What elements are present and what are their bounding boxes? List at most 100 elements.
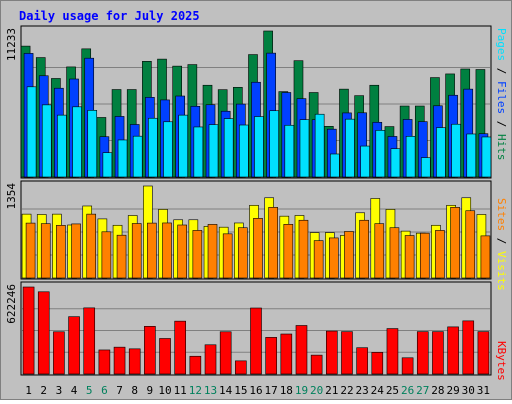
bar-pages-19 bbox=[299, 119, 310, 178]
bar-kbytes-4 bbox=[68, 316, 80, 375]
bar-kbytes-10 bbox=[159, 338, 171, 375]
bar-kbytes-28 bbox=[432, 331, 444, 375]
x-axis-labels: 1 2 3 4 5 6 7 8 9 10 11 12 13 14 15 16 17 18 19 20 21 22 23 24 2… bbox=[25, 384, 490, 397]
y-max-label: 1354 bbox=[5, 183, 18, 210]
x-tick-label: 24 bbox=[371, 384, 385, 397]
x-tick-label: 5 bbox=[86, 384, 93, 397]
bar-pages-4 bbox=[72, 106, 82, 178]
bar-sites-12 bbox=[192, 230, 203, 279]
bar-pages-23 bbox=[360, 145, 370, 178]
bar-sites-15 bbox=[238, 227, 248, 279]
bar-kbytes-3 bbox=[53, 331, 65, 375]
bar-sites-5 bbox=[86, 213, 97, 279]
bar-sites-17 bbox=[268, 207, 278, 279]
x-tick-label: 30 bbox=[462, 384, 475, 397]
bar-kbytes-9 bbox=[144, 326, 156, 375]
x-tick-label: 8 bbox=[131, 384, 138, 397]
bar-kbytes-17 bbox=[265, 337, 277, 375]
x-tick-label: 3 bbox=[56, 384, 63, 397]
bar-pages-18 bbox=[284, 124, 295, 178]
bar-kbytes-12 bbox=[189, 355, 202, 375]
x-tick-label: 20 bbox=[310, 384, 323, 397]
bar-kbytes-1 bbox=[22, 286, 35, 375]
chart-title: Daily usage for July 2025 bbox=[19, 9, 200, 23]
x-tick-label: 6 bbox=[101, 384, 108, 397]
series-sites bbox=[25, 207, 491, 279]
bar-sites-7 bbox=[116, 234, 127, 279]
bar-kbytes-15 bbox=[235, 360, 247, 375]
bar-kbytes-31 bbox=[477, 331, 490, 375]
panel-kbytes: 622246 bbox=[5, 281, 492, 376]
bar-sites-16 bbox=[253, 218, 263, 279]
bar-sites-20 bbox=[313, 240, 324, 279]
bar-kbytes-16 bbox=[250, 307, 262, 375]
bar-sites-29 bbox=[450, 207, 460, 279]
bar-kbytes-6 bbox=[98, 349, 111, 375]
x-tick-label: 7 bbox=[116, 384, 123, 397]
x-tick-label: 21 bbox=[325, 384, 338, 397]
bar-kbytes-24 bbox=[371, 352, 384, 375]
legend-label: Pages / Files / Hits bbox=[495, 28, 508, 161]
panel-visits-sites: 1354 bbox=[5, 180, 492, 280]
bar-pages-1 bbox=[26, 86, 37, 178]
bar-sites-30 bbox=[465, 210, 476, 279]
bar-sites-1 bbox=[25, 222, 36, 279]
bar-kbytes-7 bbox=[113, 346, 126, 375]
bar-kbytes-13 bbox=[204, 344, 217, 375]
bar-sites-3 bbox=[56, 225, 66, 279]
bar-pages-13 bbox=[208, 124, 219, 178]
x-tick-label: 16 bbox=[249, 384, 262, 397]
x-tick-label: 29 bbox=[446, 384, 459, 397]
bar-pages-6 bbox=[102, 152, 113, 178]
x-tick-label: 27 bbox=[416, 384, 429, 397]
bar-kbytes-21 bbox=[326, 330, 338, 375]
bar-sites-26 bbox=[404, 235, 415, 279]
x-tick-label: 14 bbox=[219, 384, 233, 397]
bar-kbytes-5 bbox=[83, 307, 96, 375]
legend-hits: Hits bbox=[495, 134, 508, 161]
legend-sites: Sites bbox=[495, 198, 508, 231]
bar-pages-9 bbox=[148, 117, 158, 178]
x-tick-label: 18 bbox=[280, 384, 293, 397]
bar-pages-12 bbox=[193, 126, 204, 178]
x-tick-label: 17 bbox=[265, 384, 278, 397]
bar-sites-25 bbox=[389, 227, 400, 279]
right-legend: Pages / Files / Hits Sites / Visits KBytes bbox=[495, 28, 508, 381]
x-tick-label: 10 bbox=[158, 384, 171, 397]
bar-sites-2 bbox=[40, 223, 51, 279]
x-tick-label: 11 bbox=[174, 384, 187, 397]
x-tick-label: 25 bbox=[386, 384, 399, 397]
bar-kbytes-18 bbox=[280, 333, 293, 375]
y-max-label: 11233 bbox=[5, 28, 18, 61]
bar-kbytes-20 bbox=[310, 354, 323, 375]
bar-kbytes-19 bbox=[295, 325, 308, 375]
x-tick-label: 13 bbox=[204, 384, 217, 397]
bar-pages-15 bbox=[239, 124, 249, 178]
bar-pages-11 bbox=[178, 114, 188, 178]
bar-pages-7 bbox=[117, 139, 128, 178]
bar-sites-11 bbox=[177, 224, 187, 279]
bar-sites-31 bbox=[480, 235, 491, 279]
bar-kbytes-25 bbox=[386, 328, 399, 375]
x-tick-label: 9 bbox=[147, 384, 154, 397]
x-tick-label: 19 bbox=[295, 384, 308, 397]
bar-pages-30 bbox=[466, 133, 477, 178]
bar-pages-22 bbox=[345, 118, 355, 178]
bar-sites-10 bbox=[162, 222, 172, 279]
x-tick-label: 31 bbox=[477, 384, 490, 397]
bar-kbytes-29 bbox=[447, 326, 459, 375]
legend-kbytes: KBytes bbox=[495, 341, 508, 381]
bar-pages-28 bbox=[436, 127, 446, 178]
bar-sites-14 bbox=[222, 233, 233, 279]
legend-separator: / bbox=[495, 114, 508, 134]
bar-pages-17 bbox=[269, 110, 279, 178]
legend-label: KBytes bbox=[495, 341, 508, 381]
legend-separator: / bbox=[495, 231, 508, 251]
x-tick-label: 28 bbox=[431, 384, 444, 397]
x-tick-label: 1 bbox=[25, 384, 32, 397]
x-tick-label: 4 bbox=[71, 384, 78, 397]
bar-kbytes-14 bbox=[219, 331, 232, 375]
bar-kbytes-8 bbox=[128, 348, 141, 375]
bar-kbytes-26 bbox=[401, 357, 414, 375]
y-max-label: 622246 bbox=[5, 284, 18, 324]
